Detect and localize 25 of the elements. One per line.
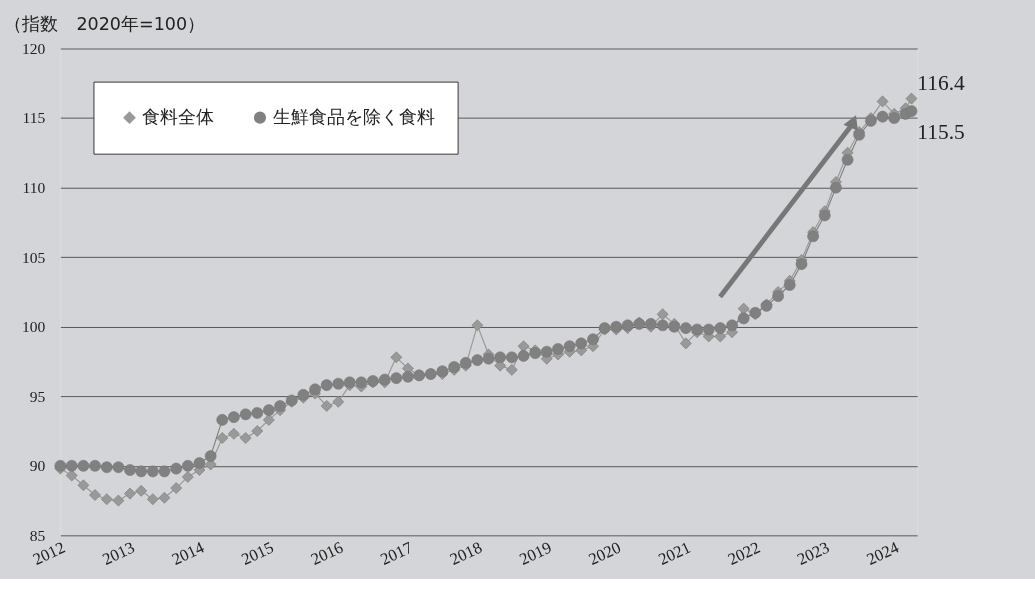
y-tick-label: 105 xyxy=(21,248,46,266)
x-tick-label: 2013 xyxy=(99,537,138,569)
x-tick-label: 2014 xyxy=(168,537,208,569)
x-tick-label: 2018 xyxy=(446,537,485,569)
x-tick-label: 2023 xyxy=(794,537,833,569)
x-tick-label: 2022 xyxy=(724,537,763,569)
annotation: 115.5 xyxy=(917,120,965,145)
y-tick-label: 90 xyxy=(29,457,46,475)
x-tick-label: 2021 xyxy=(655,537,694,569)
annotation: 116.4 xyxy=(917,70,965,95)
y-tick-label: 85 xyxy=(29,526,46,544)
x-tick-label: 2015 xyxy=(238,537,277,569)
legend-label: 食料全体 xyxy=(142,106,215,127)
y-axis-title: （指数 2020年=100） xyxy=(4,13,206,34)
y-tick-label: 120 xyxy=(21,39,46,57)
y-tick-label: 115 xyxy=(22,109,46,127)
y-tick-label: 95 xyxy=(29,387,46,405)
legend-label: 生鮮食品を除く食料 xyxy=(272,106,435,127)
x-tick-label: 2020 xyxy=(585,537,624,569)
x-tick-label: 2024 xyxy=(863,537,903,569)
y-tick-label: 110 xyxy=(22,178,46,196)
y-tick-label: 100 xyxy=(21,318,46,336)
x-tick-label: 2019 xyxy=(516,537,555,569)
x-tick-label: 2017 xyxy=(377,537,416,569)
x-tick-label: 2016 xyxy=(307,537,346,569)
